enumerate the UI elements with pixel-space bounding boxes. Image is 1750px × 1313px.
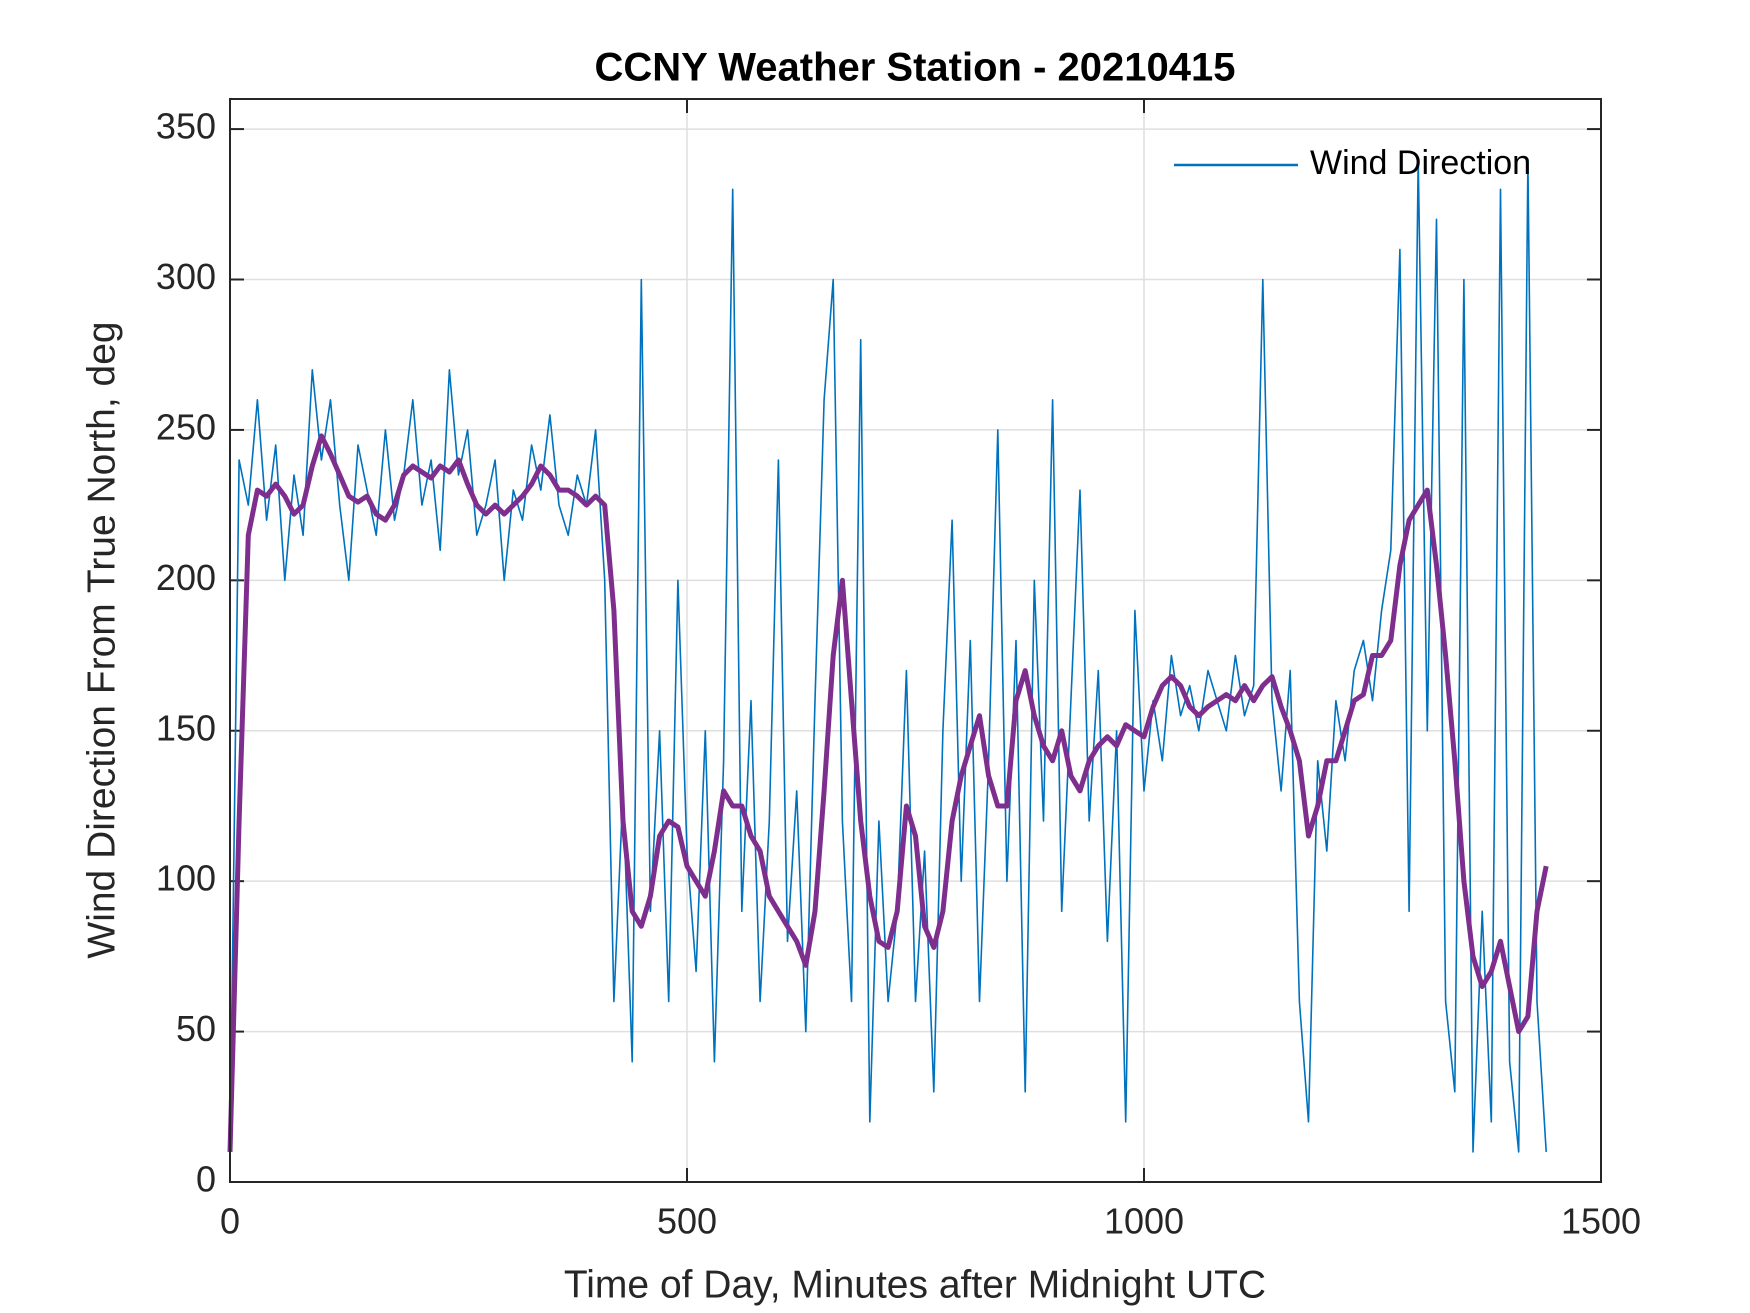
legend-label: Wind Direction (1310, 144, 1531, 182)
y-tick-label: 0 (196, 1159, 216, 1200)
chart-title: CCNY Weather Station - 20210415 (595, 46, 1236, 90)
line-series (227, 433, 1549, 1152)
y-tick-label: 50 (176, 1008, 216, 1049)
y-axis-label: Wind Direction From True North, deg (80, 321, 123, 958)
x-tick-label: 0 (220, 1201, 240, 1242)
line-series (229, 158, 1547, 1153)
plot-frame (229, 98, 1602, 1183)
y-tick-label: 350 (156, 106, 216, 147)
y-tick-label: 100 (156, 858, 216, 899)
y-tick-label: 300 (156, 256, 216, 297)
y-tick-label: 250 (156, 406, 216, 447)
y-tick-label: 150 (156, 707, 216, 748)
x-tick-label: 1500 (1561, 1201, 1641, 1242)
x-axis-label: Time of Day, Minutes after Midnight UTC (564, 1263, 1266, 1306)
x-tick-label: 1000 (1104, 1201, 1184, 1242)
y-tick-label: 200 (156, 557, 216, 598)
x-tick-label: 500 (657, 1201, 717, 1242)
